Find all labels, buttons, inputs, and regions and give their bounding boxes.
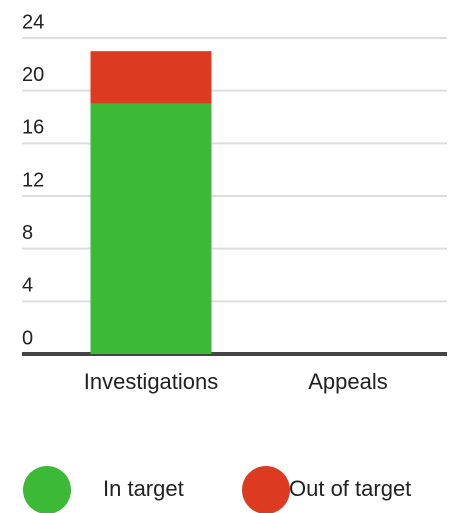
x-tick-label: Investigations bbox=[84, 369, 219, 394]
bar-segment bbox=[90, 51, 212, 104]
y-tick-label: 8 bbox=[22, 222, 33, 244]
y-tick-label: 12 bbox=[22, 169, 44, 191]
y-tick-label: 0 bbox=[22, 327, 33, 349]
x-tick-label: Appeals bbox=[308, 369, 388, 394]
legend-label: In target bbox=[103, 476, 184, 501]
legend-swatch bbox=[23, 466, 71, 513]
y-tick-label: 16 bbox=[22, 117, 44, 139]
bar-segment bbox=[90, 103, 212, 354]
y-tick-label: 4 bbox=[22, 275, 33, 297]
legend-label: Out of target bbox=[289, 476, 411, 501]
y-tick-label: 20 bbox=[22, 64, 44, 86]
y-tick-label: 24 bbox=[22, 11, 44, 33]
legend-swatch bbox=[242, 466, 290, 513]
